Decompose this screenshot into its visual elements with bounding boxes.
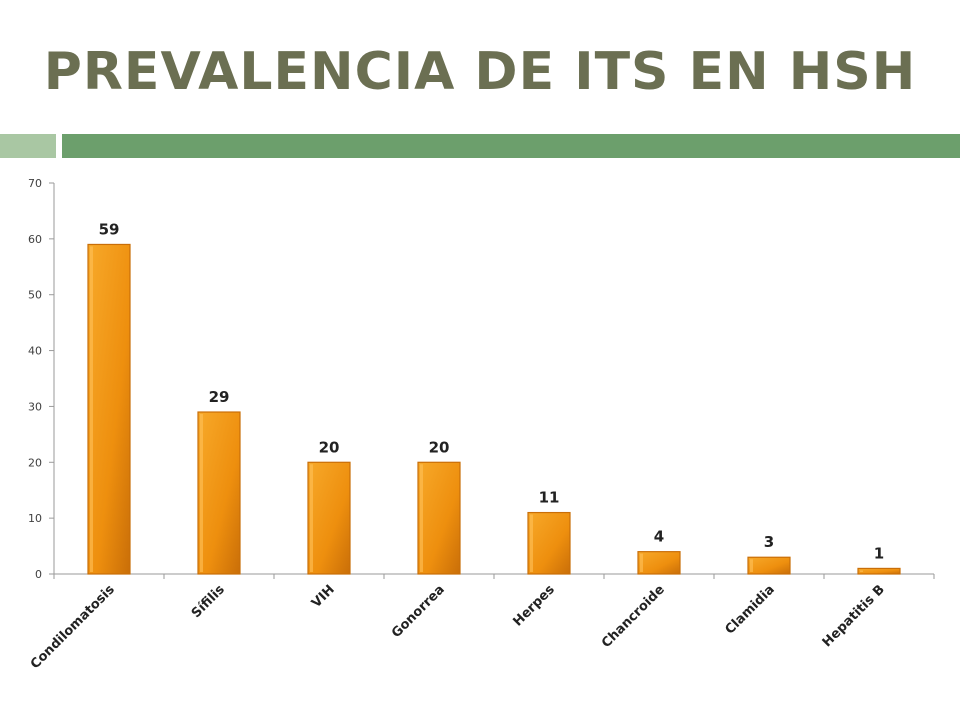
- accent-bar-long: [62, 134, 960, 158]
- x-category-label: VIH: [309, 582, 338, 611]
- bar: [417, 461, 461, 575]
- x-category-label: Clamidia: [722, 582, 777, 637]
- x-category-label: Condilomatosis: [28, 582, 118, 672]
- bar: [87, 243, 131, 575]
- accent-bar-short: [0, 134, 56, 158]
- data-label: 59: [99, 220, 120, 238]
- bar: [197, 411, 241, 575]
- data-label: 29: [209, 388, 230, 406]
- x-category-label: Gonorrea: [389, 582, 448, 641]
- y-tick-label: 0: [35, 568, 42, 581]
- bar: [747, 556, 791, 575]
- y-tick-label: 40: [28, 345, 42, 358]
- y-tick-label: 50: [28, 289, 42, 302]
- bar: [527, 511, 571, 575]
- bar-highlight: [310, 464, 313, 572]
- x-category-label: Sífilis: [189, 582, 228, 621]
- y-tick-label: 10: [28, 512, 42, 525]
- bar-highlight: [640, 553, 643, 572]
- slide-title: PREVALENCIA DE ITS EN HSH: [43, 42, 917, 102]
- data-label: 20: [429, 438, 450, 456]
- bar-highlight: [420, 464, 423, 572]
- data-label: 3: [764, 533, 774, 551]
- bar-highlight: [200, 414, 203, 572]
- bar: [637, 551, 681, 575]
- x-category-label: Herpes: [510, 582, 558, 630]
- data-label: 20: [319, 438, 340, 456]
- x-category-label: Chancroide: [599, 582, 668, 651]
- data-label: 4: [654, 528, 664, 546]
- data-label: 1: [874, 544, 884, 562]
- bar-highlight: [860, 570, 863, 572]
- data-label: 11: [539, 489, 560, 507]
- bar-highlight: [530, 514, 533, 572]
- x-category-label: Hepatitis B: [820, 582, 888, 650]
- bar: [857, 567, 901, 575]
- bar-highlight: [750, 559, 753, 572]
- bar-highlight: [90, 246, 93, 572]
- y-tick-label: 60: [28, 233, 42, 246]
- y-tick-label: 70: [28, 177, 42, 190]
- bar: [307, 461, 351, 575]
- y-tick-label: 30: [28, 400, 42, 413]
- y-tick-label: 20: [28, 456, 42, 469]
